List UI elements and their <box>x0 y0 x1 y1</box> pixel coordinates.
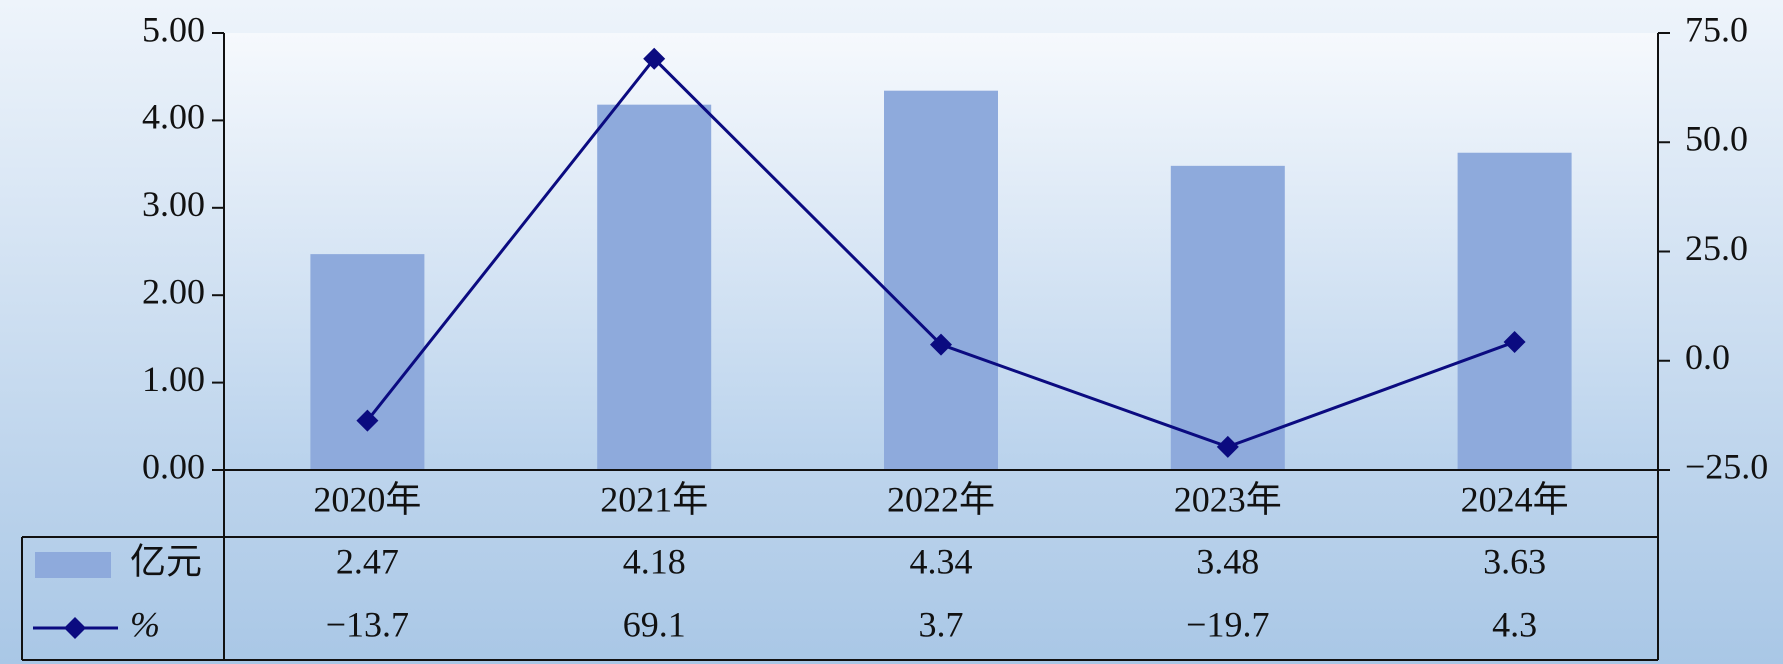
table-value: 3.63 <box>1483 541 1546 581</box>
x-tick-label: 2022年 <box>887 479 995 519</box>
y2-tick-label: 0.0 <box>1685 337 1730 377</box>
y-tick-label: 0.00 <box>142 446 205 486</box>
marker <box>356 409 379 432</box>
legend-label: % <box>130 604 160 644</box>
y2-tick-label: −25.0 <box>1685 446 1768 486</box>
y-tick-label: 4.00 <box>142 97 205 137</box>
legend-label: 亿元 <box>130 541 202 581</box>
x-tick-label: 2023年 <box>1174 479 1282 519</box>
table-value: 2.47 <box>336 541 399 581</box>
table-value: −13.7 <box>326 604 409 644</box>
legend-key <box>35 552 111 578</box>
bar <box>597 104 712 470</box>
table-value: 4.18 <box>623 541 686 581</box>
marker <box>643 47 666 70</box>
x-tick-label: 2020年 <box>313 479 421 519</box>
y-tick-label: 2.00 <box>142 271 205 311</box>
y2-tick-label: 75.0 <box>1685 9 1748 49</box>
y-tick-label: 5.00 <box>142 9 205 49</box>
table-value: 3.48 <box>1196 541 1259 581</box>
y-tick-label: 1.00 <box>142 359 205 399</box>
marker <box>930 333 952 356</box>
table-value: 4.3 <box>1492 604 1537 644</box>
marker <box>1216 435 1239 458</box>
y-tick-label: 3.00 <box>142 184 205 224</box>
bar <box>1457 152 1572 470</box>
y2-tick-label: 50.0 <box>1685 119 1748 159</box>
bar <box>1170 165 1285 470</box>
legend-key <box>64 617 86 639</box>
x-tick-label: 2024年 <box>1461 479 1569 519</box>
table-value: 4.34 <box>910 541 973 581</box>
table-value: 69.1 <box>623 604 686 644</box>
bar <box>884 90 998 471</box>
bar <box>310 254 425 470</box>
table-value: −19.7 <box>1186 604 1269 644</box>
marker <box>1503 330 1526 353</box>
x-tick-label: 2021年 <box>600 479 708 519</box>
y2-tick-label: 25.0 <box>1685 228 1748 268</box>
table-value: 3.7 <box>919 604 964 644</box>
